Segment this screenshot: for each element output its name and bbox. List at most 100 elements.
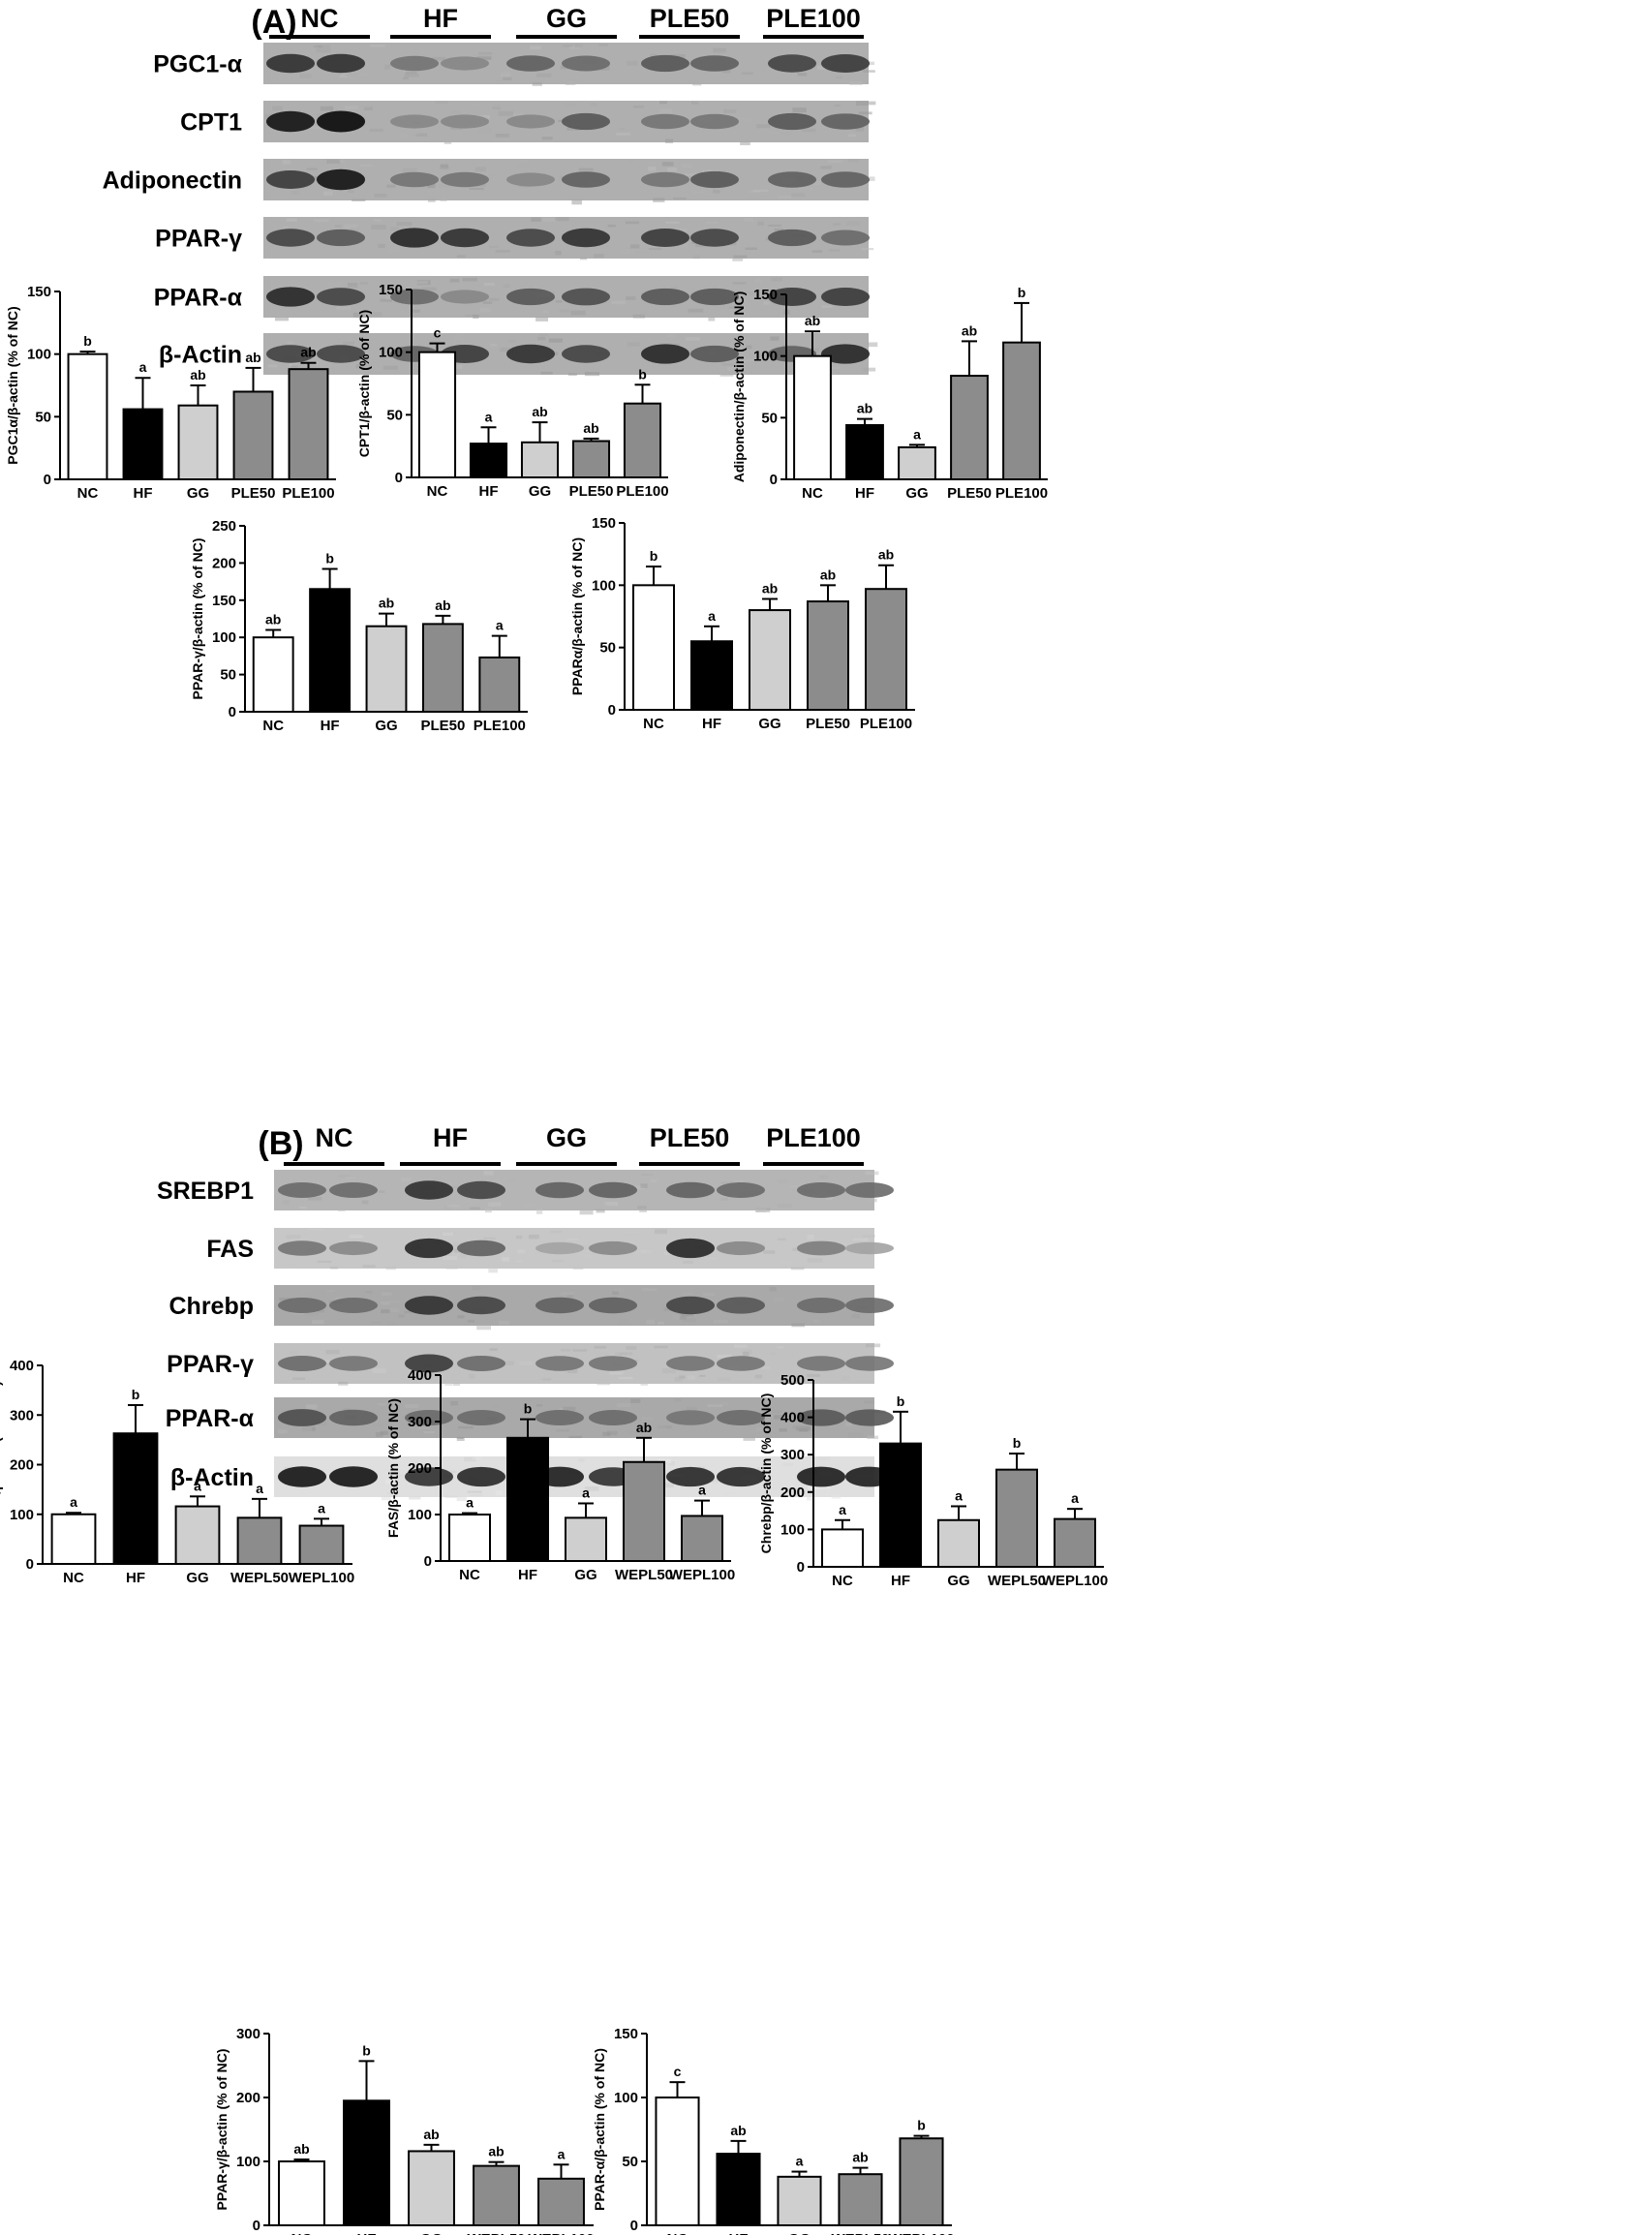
y-tick-label: 150 — [212, 593, 236, 609]
blot-noise — [640, 1248, 653, 1254]
blot-noise — [493, 1403, 500, 1408]
y-tick-label: 500 — [780, 1372, 805, 1389]
blot-noise — [777, 132, 792, 135]
bar — [899, 2137, 944, 2226]
blot-band — [562, 345, 610, 363]
x-tick-label: GG — [375, 718, 397, 734]
blot-band — [845, 1182, 894, 1198]
blot-noise — [704, 1256, 718, 1260]
blot-noise — [713, 47, 727, 53]
blot-noise — [632, 106, 644, 108]
bar — [177, 404, 219, 480]
blot-noise — [778, 1204, 792, 1208]
blot-noise — [679, 1316, 688, 1320]
blot-noise — [542, 1378, 552, 1381]
blot-noise — [552, 1259, 565, 1263]
significance-letter: ab — [300, 345, 316, 360]
significance-letter: ab — [245, 350, 260, 365]
blot-noise — [692, 82, 702, 86]
blot-band — [266, 110, 315, 133]
blot-noise — [282, 226, 289, 230]
y-tick-label: 150 — [379, 282, 403, 298]
blot-noise — [322, 191, 333, 196]
bar — [937, 1518, 980, 1568]
y-tick-label: 250 — [212, 518, 236, 535]
blot-noise — [488, 297, 500, 301]
x-tick-label: WEPL100 — [289, 1570, 354, 1586]
bar — [807, 600, 849, 711]
blot-noise — [464, 314, 480, 317]
blot-noise — [516, 1235, 523, 1240]
x-tick-label: HF — [729, 2231, 749, 2235]
blot-noise — [640, 1183, 648, 1188]
blot-noise — [674, 1376, 683, 1382]
blot-noise — [858, 111, 872, 115]
blot-band — [441, 56, 489, 71]
blot-noise — [819, 1175, 829, 1179]
blot-band — [457, 1466, 505, 1487]
blot-band — [562, 288, 610, 306]
blot-band — [821, 344, 870, 364]
blot-band — [641, 229, 689, 247]
blot-noise — [562, 45, 573, 47]
blot-noise — [507, 1179, 515, 1183]
blot-noise — [863, 70, 875, 73]
blot-noise — [548, 338, 563, 343]
blot-noise — [267, 364, 278, 368]
y-tick-label: 0 — [608, 702, 616, 719]
blot-noise — [757, 1467, 766, 1471]
blot-noise — [727, 366, 742, 372]
blot-band — [797, 1356, 845, 1371]
bar — [749, 609, 791, 711]
blot-noise — [411, 309, 420, 313]
blot-band — [589, 1240, 637, 1256]
bar — [122, 408, 164, 480]
y-tick-label: 150 — [27, 284, 51, 300]
blot-band — [690, 113, 739, 130]
blot-noise — [657, 1321, 664, 1325]
x-tick-label: PLE100 — [474, 718, 526, 734]
blot-noise — [410, 1315, 425, 1320]
blot-noise — [659, 101, 667, 105]
blot-noise — [863, 367, 876, 372]
blot-noise — [365, 1291, 373, 1294]
blot-noise — [415, 133, 428, 137]
blot-band — [641, 171, 689, 188]
blot-noise — [720, 1401, 729, 1407]
blot-noise — [443, 1256, 458, 1261]
blot-noise — [352, 312, 365, 318]
blot-band — [329, 1182, 378, 1198]
blot-noise — [442, 1232, 453, 1237]
blot-noise — [733, 255, 748, 259]
x-tick-label: NC — [667, 2231, 688, 2235]
blot-noise — [351, 285, 358, 289]
blot-band — [666, 1410, 715, 1425]
blot-band — [768, 54, 816, 73]
x-tick-label: HF — [702, 716, 721, 732]
blot-noise — [607, 224, 616, 228]
blot-noise — [720, 363, 734, 366]
blot-noise — [702, 1293, 716, 1297]
blot-noise — [374, 219, 382, 222]
blot-noise — [626, 1346, 637, 1350]
significance-letter: a — [558, 2146, 566, 2161]
blot-band — [666, 1466, 715, 1487]
western-blot-panel-b: (B) NC HF GG PLE50 PLE100 SREBP1 FAS Chrebp PPAR-… — [157, 1123, 894, 1502]
blot-noise — [550, 1230, 563, 1234]
blot-noise — [456, 1436, 464, 1440]
blot-noise — [849, 80, 863, 85]
blot-noise — [482, 301, 493, 304]
bar — [174, 1505, 221, 1566]
blot-noise — [713, 189, 720, 194]
blot-noise — [277, 1429, 288, 1434]
significance-letter: a — [256, 1481, 263, 1496]
blot-noise — [817, 1456, 831, 1460]
blot-band — [390, 55, 439, 72]
significance-letter: a — [582, 1485, 590, 1500]
blot-noise — [405, 1404, 419, 1409]
blot-noise — [768, 224, 782, 227]
blot-band — [717, 1182, 765, 1198]
blot-noise — [340, 73, 347, 77]
blot-band — [329, 1240, 378, 1256]
blot-noise — [699, 1374, 706, 1377]
